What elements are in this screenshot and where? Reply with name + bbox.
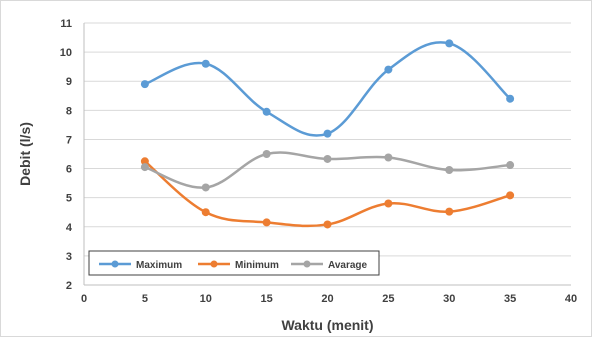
data-point-minimum (445, 207, 454, 216)
data-point-minimum (140, 157, 149, 166)
x-tick-label: 40 (565, 293, 577, 305)
x-tick-label: 25 (382, 293, 394, 305)
data-point-avarage (201, 183, 210, 192)
x-tick-labels: 0 5 10 15 20 25 30 35 40 (81, 293, 577, 305)
data-point-avarage (506, 161, 515, 170)
legend-label-maximum: Maximum (136, 260, 182, 271)
data-point-maximum (323, 129, 332, 138)
data-point-avarage (262, 150, 271, 158)
data-point-minimum (201, 208, 210, 217)
x-tick-label: 0 (81, 293, 87, 305)
y-tick-label: 2 (66, 280, 72, 292)
legend-label-avarage: Avarage (328, 260, 368, 271)
series-group (140, 39, 515, 229)
x-tick-label: 20 (321, 293, 333, 305)
y-tick-label: 5 (66, 193, 72, 205)
legend: Maximum Minimum Avarage (88, 250, 380, 276)
data-point-minimum (262, 218, 271, 227)
data-point-maximum (201, 59, 210, 68)
y-tick-labels: 2 3 4 5 6 7 8 9 10 11 (60, 18, 73, 292)
data-point-avarage (140, 163, 149, 172)
y-tick-label: 10 (60, 47, 72, 59)
x-axis-title: Waktu (menit) (281, 317, 373, 333)
data-point-maximum (140, 80, 149, 89)
x-tick-label: 15 (261, 293, 273, 305)
data-point-maximum (506, 94, 515, 103)
y-tick-label: 7 (66, 134, 72, 146)
y-tick-label: 8 (66, 105, 72, 117)
y-tick-label: 11 (60, 18, 72, 30)
y-axis-title: Debit (l/s) (17, 122, 33, 186)
x-tick-label: 5 (142, 293, 148, 305)
data-point-maximum (262, 107, 271, 116)
data-point-minimum (384, 199, 393, 208)
legend-label-minimum: Minimum (235, 260, 279, 271)
x-tick-label: 10 (200, 293, 212, 305)
data-point-minimum (506, 191, 515, 200)
data-point-maximum (445, 39, 454, 48)
y-tick-label: 9 (66, 76, 72, 88)
data-point-minimum (323, 220, 332, 229)
legend-box (88, 250, 380, 276)
legend-marker-minimum (210, 260, 218, 268)
data-point-avarage (323, 154, 332, 163)
data-point-maximum (384, 65, 393, 74)
axes (83, 23, 571, 286)
x-tick-label: 35 (504, 293, 516, 305)
legend-marker-avarage (303, 260, 311, 268)
y-tick-label: 6 (66, 164, 72, 176)
y-tick-label: 4 (66, 222, 73, 234)
data-point-avarage (384, 153, 393, 162)
y-tick-label: 3 (66, 251, 72, 263)
legend-marker-maximum (111, 260, 119, 268)
x-tick-label: 30 (443, 293, 455, 305)
data-point-avarage (445, 166, 454, 175)
